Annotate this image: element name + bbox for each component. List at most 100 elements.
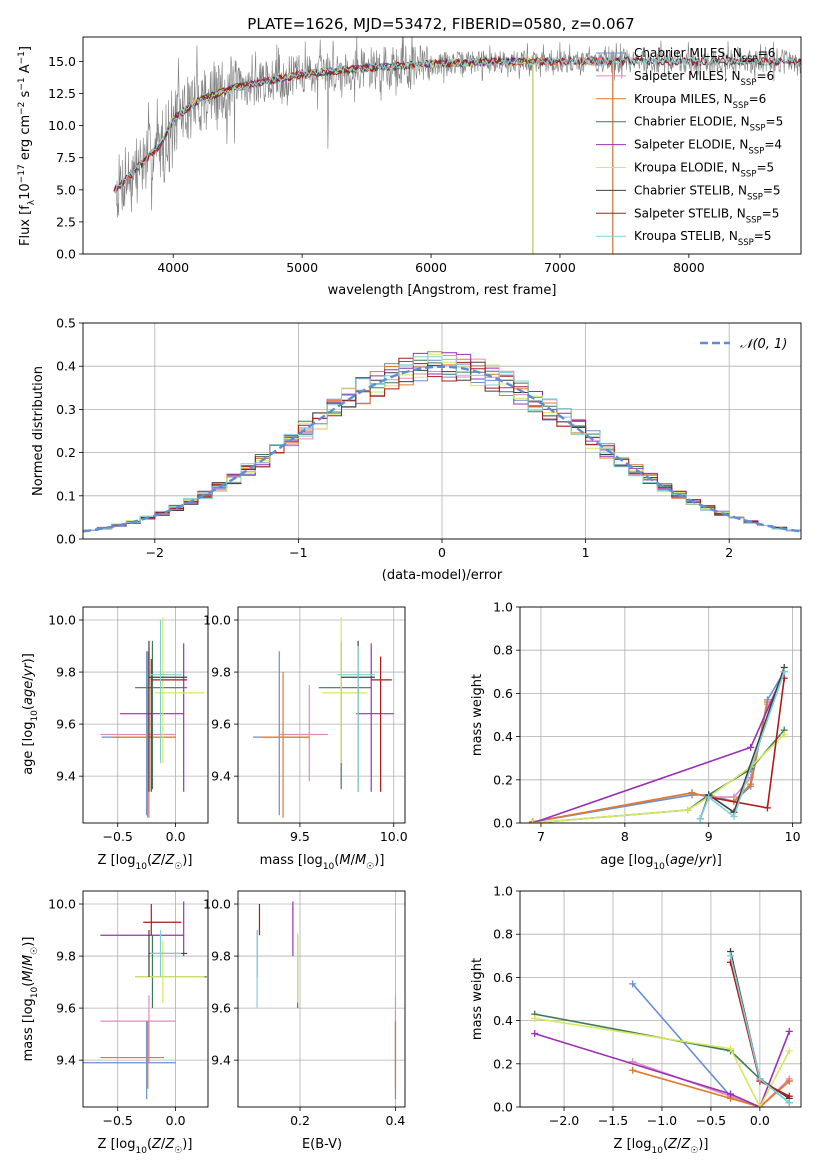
weight-series (532, 701, 769, 823)
weight-marker (747, 743, 755, 751)
legend-entry: Kroupa ELODIE, NSSP=5 (634, 161, 774, 180)
histogram-series (83, 357, 801, 532)
y-tick-label: 0.8 (493, 643, 513, 658)
legend-entry: Salpeter ELODIE, NSSP=4 (634, 138, 782, 157)
y-tick-label: 0.0 (493, 1100, 513, 1115)
weight-series (534, 1017, 791, 1107)
x-tick-label: −0.5 (696, 1113, 726, 1128)
plot-area (531, 947, 793, 1107)
x-axis-label: Z [log10(Z/Z☉)] (98, 853, 193, 872)
y-tick-label: 0.1 (56, 488, 76, 503)
x-tick-label: 0.4 (386, 1113, 406, 1128)
y-tick-label: 9.8 (211, 949, 231, 964)
y-tick-label: 0.4 (56, 359, 76, 374)
y-axis-label: mass weight (470, 674, 485, 756)
x-axis-label: mass [log10(M/M☉)] (260, 853, 385, 872)
model-spectrum (113, 55, 801, 194)
axes-frame (519, 606, 802, 824)
axes-frame (519, 890, 802, 1108)
histogram-series (83, 356, 801, 532)
weight-marker (727, 952, 735, 960)
y-tick-label: 9.4 (56, 769, 76, 784)
y-tick-label: 9.4 (211, 769, 231, 784)
axes-frame (237, 890, 406, 1108)
weight-marker (747, 774, 755, 782)
plot-area (256, 901, 397, 1100)
x-tick-label: 7 (537, 829, 545, 844)
x-axis-label: E(B-V) (302, 1137, 342, 1152)
x-tick-label: 5000 (286, 260, 318, 275)
plot-area (83, 351, 801, 533)
x-tick-label: 9.5 (290, 829, 310, 844)
x-tick-label: 8000 (673, 260, 705, 275)
x-tick-label: 9 (705, 829, 713, 844)
weight-marker (756, 1103, 764, 1107)
grid (83, 891, 208, 1107)
y-tick-label: 2.5 (56, 214, 76, 229)
grid (520, 606, 801, 824)
y-tick-label: 0.2 (493, 772, 513, 787)
y-tick-label: 9.4 (56, 1053, 76, 1068)
x-tick-label: 8 (621, 829, 629, 844)
y-tick-label: 10.0 (48, 897, 76, 912)
x-tick-label: −0.5 (103, 829, 133, 844)
y-tick-label: 9.6 (56, 1001, 76, 1016)
weight-marker (705, 793, 713, 801)
plot-area (253, 617, 394, 818)
x-tick-label: 7000 (544, 260, 576, 275)
weight-marker (780, 668, 788, 676)
grid (238, 607, 405, 823)
axes-frame (82, 606, 209, 824)
y-axis-label: age [log10(age/yr)] (21, 653, 40, 775)
y-tick-label: 15.0 (48, 54, 76, 69)
y-tick-label: 0.8 (493, 927, 513, 942)
weight-marker (785, 1027, 793, 1035)
x-tick-label: 1 (582, 545, 590, 560)
weight-series (534, 1031, 791, 1107)
panel-6: −0.5 0.0 9.4 9.6 9.8 10.0 Z [log10(Z/Z☉)] mass … (21, 890, 209, 1156)
legend: Chabrier MILES, NSSP=6 Salpeter MILES, NS… (596, 46, 783, 248)
axes-frame (82, 36, 802, 255)
legend-entry: Kroupa STELIB, NSSP=5 (634, 229, 772, 248)
y-tick-label: 10.0 (48, 613, 76, 628)
y-tick-label: 5.0 (56, 182, 76, 197)
y-tick-label: 0.0 (56, 532, 76, 547)
y-tick-label: 9.4 (211, 1053, 231, 1068)
y-tick-label: 0.2 (56, 445, 76, 460)
weight-marker (531, 1014, 539, 1022)
weight-marker (763, 804, 771, 812)
y-tick-label: 0.6 (493, 970, 513, 985)
grid (238, 891, 405, 1107)
legend-entry: Salpeter STELIB, NSSP=5 (634, 206, 779, 225)
weight-marker (730, 813, 738, 821)
y-tick-label: 9.6 (211, 1001, 231, 1016)
weight-marker (727, 1090, 735, 1098)
plot-area (529, 663, 788, 823)
plot-area (83, 901, 207, 1100)
figure-title: PLATE=1626, MJD=53472, FIBERID=0580, z=0… (247, 15, 634, 33)
y-tick-label: 9.6 (211, 717, 231, 732)
panel-7: 0.2 0.4 9.4 9.6 9.8 10.0 E(B-V) (203, 890, 406, 1152)
x-axis-label: (data-model)/error (382, 568, 503, 583)
weight-marker (684, 806, 692, 814)
panel-1: 4000 5000 6000 7000 8000 0.0 2.5 5.0 7.5 10.0 12.5… (17, 36, 802, 298)
x-tick-label: 10 (785, 829, 801, 844)
weight-marker (688, 789, 696, 797)
normal-curve (83, 365, 801, 533)
weight-marker (531, 1030, 539, 1038)
histogram-series (83, 352, 801, 531)
weight-marker (747, 780, 755, 788)
x-axis-label: age [log10(age/yr)] (600, 853, 722, 872)
plot-area (113, 37, 801, 254)
x-tick-label: 10.0 (380, 829, 408, 844)
x-tick-label: 0.0 (166, 1113, 186, 1128)
model-spectrum (113, 56, 801, 194)
y-tick-label: 10.0 (48, 118, 76, 133)
y-tick-label: 12.5 (48, 86, 76, 101)
y-tick-label: 1.0 (493, 884, 513, 899)
y-axis-label: mass weight (470, 958, 485, 1040)
y-tick-label: 10.0 (203, 613, 231, 628)
x-tick-label: −2 (146, 545, 164, 560)
observed-spectrum (116, 37, 801, 218)
